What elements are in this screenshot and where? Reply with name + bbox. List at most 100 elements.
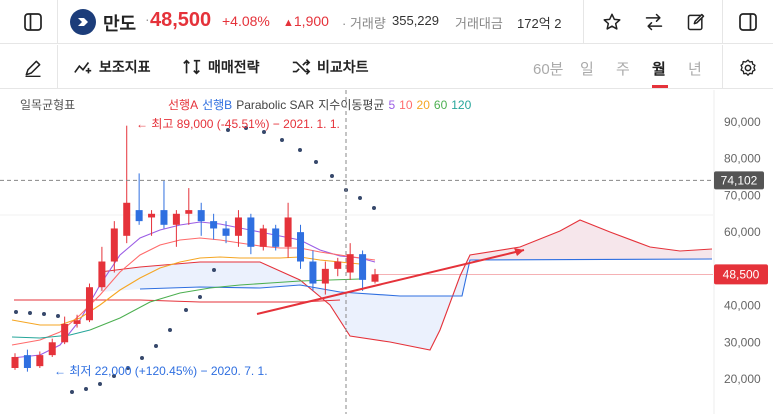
period-60min[interactable]: 60분 xyxy=(533,61,564,78)
period-month[interactable]: 월 xyxy=(652,61,666,78)
legend-span-a: 선행A xyxy=(168,98,199,112)
candle-body xyxy=(123,202,131,236)
pen-icon[interactable] xyxy=(22,57,44,79)
sar-dot xyxy=(70,390,74,394)
active-period-indicator xyxy=(652,85,668,88)
up-arrow-icon: ▲ xyxy=(283,17,294,29)
star-icon[interactable] xyxy=(601,11,623,33)
compare-button[interactable]: 비교차트 xyxy=(291,57,369,77)
candle-body xyxy=(197,210,205,222)
legend-ma120: 120 xyxy=(451,98,472,112)
sar-dot xyxy=(226,128,230,132)
candle-body xyxy=(321,268,329,284)
ichimoku-legend[interactable]: 일목균형표 xyxy=(20,98,76,112)
sar-dot xyxy=(14,310,18,314)
sar-dot xyxy=(56,314,60,318)
moving-average-line xyxy=(89,278,361,331)
divider xyxy=(722,0,723,44)
strategy-button[interactable]: 매매전략 xyxy=(182,57,260,77)
candle-body xyxy=(247,217,255,247)
trade-amount-value: 172억 2 xyxy=(517,16,562,31)
legend-ema: 지수이동평균 xyxy=(318,98,385,112)
divider xyxy=(57,0,58,44)
top-bar: 만도 · 48,500 +4.08% ▲1,900 · 거래량 355,229 … xyxy=(0,0,773,44)
panel-right-icon[interactable] xyxy=(737,11,759,33)
candle-body xyxy=(297,232,305,262)
legend-ma10: 10 xyxy=(399,98,413,112)
trend-line-arrowhead xyxy=(514,248,524,256)
candle-body xyxy=(73,320,81,324)
sar-dot xyxy=(280,138,284,142)
y-tick-label: 80,000 xyxy=(724,152,761,166)
current-price-label: 48,500 xyxy=(723,267,760,281)
indicator-button[interactable]: 보조지표 xyxy=(73,57,151,77)
divider xyxy=(583,0,584,44)
sar-dot xyxy=(262,130,266,134)
current-price: 48,500 xyxy=(150,9,212,31)
sar-dot xyxy=(42,312,46,316)
separator-dot: · xyxy=(145,11,150,27)
volume-value: 355,229 xyxy=(392,13,439,28)
y-tick-label: 20,000 xyxy=(724,372,761,386)
span-a-line xyxy=(99,219,713,351)
sar-dot xyxy=(344,188,348,192)
stock-name[interactable]: 만도 xyxy=(103,14,137,34)
volume-label: · 거래량 xyxy=(342,16,386,31)
moving-average-line xyxy=(11,237,376,346)
chart-toolbar: 보조지표 매매전략 비교차트 60분 일 주 월 년 xyxy=(0,45,773,89)
candle-body xyxy=(98,261,106,288)
sar-dot xyxy=(298,148,302,152)
legend-ma60: 60 xyxy=(433,98,448,112)
crosshair-price-tag xyxy=(714,171,764,190)
legend-span-b: 선행B xyxy=(202,98,233,112)
candle-body xyxy=(48,342,56,356)
candle-body xyxy=(185,210,193,214)
edit-icon[interactable] xyxy=(685,11,707,33)
sar-dot xyxy=(168,328,172,332)
candle-body xyxy=(210,221,218,229)
sar-dot xyxy=(98,382,102,386)
indicator-label: 보조지표 xyxy=(99,59,151,75)
candle-body xyxy=(346,254,354,273)
y-tick-label: 40,000 xyxy=(724,299,761,313)
current-price-tag xyxy=(714,264,768,285)
y-tick-label: 50,000 xyxy=(724,262,761,276)
candle-body xyxy=(334,261,342,269)
y-tick-label: 60,000 xyxy=(724,225,761,239)
period-week[interactable]: 주 xyxy=(616,61,630,78)
settings-icon[interactable] xyxy=(737,57,759,79)
sar-dot xyxy=(126,366,130,370)
candle-body xyxy=(110,228,118,262)
candle-body xyxy=(36,355,44,367)
moving-average-line xyxy=(11,221,376,359)
sar-dot xyxy=(112,374,116,378)
legend-ma20: 20 xyxy=(416,98,430,112)
swap-icon[interactable] xyxy=(643,11,665,33)
span-b-line xyxy=(139,258,713,297)
sar-dot xyxy=(212,268,216,272)
candle-body xyxy=(23,355,31,368)
panel-left-icon[interactable] xyxy=(22,11,44,33)
candle-body xyxy=(284,217,292,247)
trade-amount-label: 거래대금 xyxy=(455,16,503,31)
ichimoku-cloud-red xyxy=(470,220,712,259)
candle-body xyxy=(160,210,168,225)
candle-body xyxy=(371,274,379,282)
divider xyxy=(57,45,58,89)
crosshair-price-label: 74,102 xyxy=(721,173,758,187)
divider xyxy=(722,45,723,89)
sar-dot xyxy=(244,126,248,130)
candle-body xyxy=(309,261,317,284)
y-tick-label: 70,000 xyxy=(724,188,761,202)
moving-average-line xyxy=(11,329,91,339)
sar-dot xyxy=(140,356,144,360)
period-year[interactable]: 년 xyxy=(688,61,702,78)
company-logo xyxy=(70,9,96,35)
period-day[interactable]: 일 xyxy=(580,61,594,78)
sar-dot xyxy=(154,344,158,348)
candle-body xyxy=(234,217,242,236)
sar-dot xyxy=(358,196,362,200)
shuffle-icon xyxy=(292,59,311,75)
ichimoku-cloud xyxy=(100,220,712,350)
y-tick-label: 90,000 xyxy=(724,115,761,129)
